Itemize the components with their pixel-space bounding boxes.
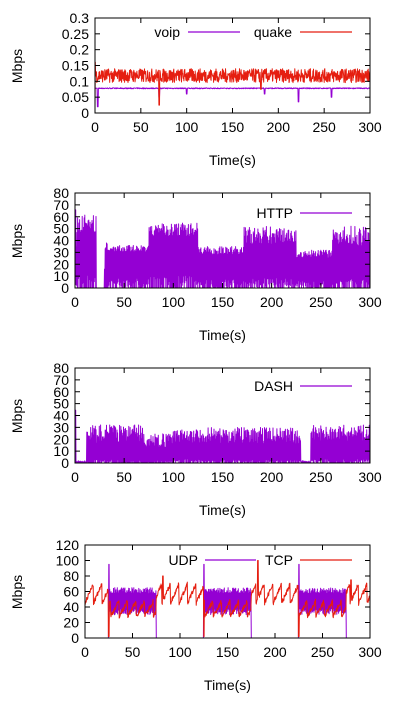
- y-tick-label: 0: [61, 455, 69, 471]
- x-tick-label: 0: [81, 644, 89, 660]
- x-tick-label: 150: [211, 469, 235, 485]
- x-tick-label: 150: [216, 644, 240, 660]
- legend: HTTP: [256, 205, 352, 221]
- x-tick-label: 50: [125, 644, 141, 660]
- y-tick-label: 80: [53, 185, 69, 201]
- x-tick-label: 300: [358, 294, 382, 310]
- x-axis-label: Time(s): [199, 327, 246, 343]
- x-tick-label: 50: [133, 119, 149, 135]
- x-tick-label: 200: [260, 469, 284, 485]
- y-tick-label: 30: [53, 244, 69, 260]
- y-tick-label: 0: [81, 105, 89, 121]
- chart-dash: 0 50 100 150 200 250 30001020304050607080Time(…: [9, 360, 382, 518]
- series-tcp-line: [84, 560, 371, 637]
- x-axis-label: Time(s): [204, 677, 251, 693]
- y-tick-label: 0: [71, 630, 79, 646]
- legend: DASH: [254, 378, 352, 394]
- legend-label-udp: UDP: [168, 552, 198, 568]
- y-axis-label: Mbps: [9, 575, 25, 609]
- x-tick-label: 250: [311, 644, 335, 660]
- y-tick-label: 30: [53, 419, 69, 435]
- y-tick-label: 0.3: [70, 10, 90, 26]
- x-axis-label: Time(s): [199, 502, 246, 518]
- legend-label-quake: quake: [254, 24, 292, 40]
- x-tick-label: 100: [162, 469, 186, 485]
- x-tick-label: 200: [263, 644, 287, 660]
- y-axis-label: Mbps: [9, 49, 25, 83]
- y-tick-label: 60: [53, 384, 69, 400]
- y-tick-label: 0.2: [70, 42, 90, 58]
- x-tick-label: 150: [221, 119, 245, 135]
- y-tick-label: 100: [56, 553, 80, 569]
- y-tick-label: 0.05: [62, 89, 89, 105]
- y-tick-label: 70: [53, 197, 69, 213]
- chart-udp_tcp: 0 50 100 150 200 250 300020406080100120Time(s)…: [9, 537, 382, 693]
- y-axis-label: Mbps: [9, 399, 25, 433]
- chart-voip_quake: 0 50 100 150 200 250 300 00.050.10.150.20.250.3…: [9, 10, 382, 168]
- y-tick-label: 20: [63, 615, 79, 631]
- y-tick-label: 10: [53, 268, 69, 284]
- series-dash-line: [74, 405, 371, 464]
- legend-label-voip: voip: [154, 24, 180, 40]
- x-tick-label: 300: [358, 469, 382, 485]
- x-tick-label: 0: [71, 469, 79, 485]
- y-tick-label: 40: [53, 408, 69, 424]
- y-tick-label: 0.15: [62, 58, 89, 74]
- series-udp-line: [84, 563, 371, 639]
- y-tick-label: 40: [53, 233, 69, 249]
- x-tick-label: 250: [309, 294, 333, 310]
- x-tick-label: 200: [260, 294, 284, 310]
- y-tick-label: 20: [53, 256, 69, 272]
- x-tick-label: 150: [211, 294, 235, 310]
- legend: UDP TCP: [168, 552, 352, 568]
- x-axis-label: Time(s): [209, 152, 256, 168]
- x-tick-label: 300: [358, 644, 382, 660]
- x-tick-label: 250: [309, 469, 333, 485]
- legend-label-dash: DASH: [254, 378, 293, 394]
- y-tick-label: 0.25: [62, 26, 89, 42]
- series-http-line: [74, 209, 371, 289]
- x-tick-label: 100: [175, 119, 199, 135]
- y-tick-label: 80: [53, 360, 69, 376]
- y-axis-label: Mbps: [9, 224, 25, 258]
- x-tick-label: 300: [358, 119, 382, 135]
- y-tick-label: 60: [63, 584, 79, 600]
- x-tick-label: 100: [168, 644, 192, 660]
- legend: voip quake: [154, 24, 352, 40]
- series-quake-line: [94, 61, 371, 107]
- legend-label-tcp: TCP: [265, 552, 293, 568]
- y-tick-label: 50: [53, 396, 69, 412]
- y-tick-label: 40: [63, 599, 79, 615]
- y-tick-label: 20: [53, 431, 69, 447]
- x-tick-label: 250: [312, 119, 336, 135]
- y-tick-label: 10: [53, 443, 69, 459]
- x-tick-label: 100: [162, 294, 186, 310]
- legend-label-http: HTTP: [256, 205, 293, 221]
- x-tick-label: 200: [267, 119, 291, 135]
- y-tick-label: 80: [63, 568, 79, 584]
- x-tick-label: 0: [91, 119, 99, 135]
- y-tick-label: 70: [53, 372, 69, 388]
- y-tick-label: 50: [53, 221, 69, 237]
- chart-http: 0 50 100 150 200 250 30001020304050607080Time(…: [9, 185, 382, 343]
- y-tick-label: 0: [61, 280, 69, 296]
- x-tick-label: 50: [116, 469, 132, 485]
- y-tick-label: 0.1: [70, 73, 90, 89]
- y-tick-label: 120: [56, 537, 80, 553]
- series-voip-line: [94, 87, 371, 108]
- x-tick-label: 50: [116, 294, 132, 310]
- y-tick-label: 60: [53, 209, 69, 225]
- x-tick-label: 0: [71, 294, 79, 310]
